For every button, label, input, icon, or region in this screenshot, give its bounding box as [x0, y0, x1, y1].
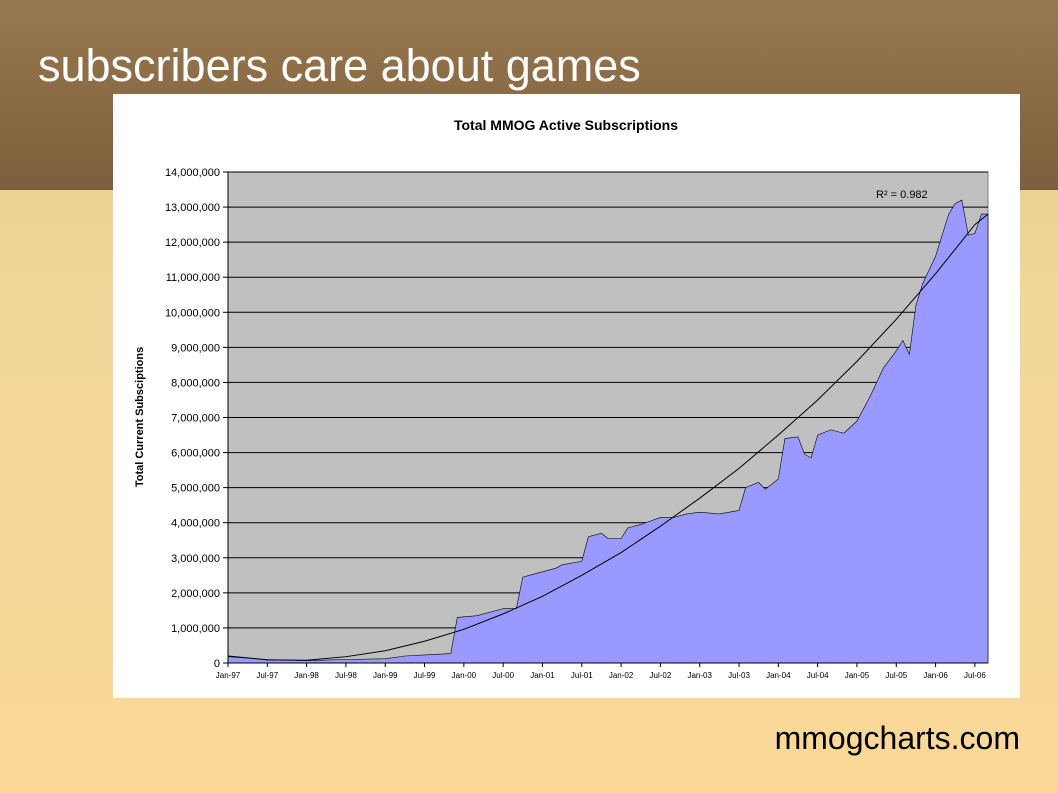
- slide-title: subscribers care about games: [38, 40, 641, 91]
- x-tick-label: Jan-03: [687, 671, 712, 680]
- r-squared-annotation: R² = 0.982: [876, 189, 928, 201]
- x-tick-label: Jan-99: [373, 671, 398, 680]
- x-tick-label: Jan-98: [294, 671, 319, 680]
- x-tick-label: Jan-00: [452, 671, 477, 680]
- y-tick-label: 10,000,000: [165, 307, 220, 319]
- y-tick-label: 5,000,000: [171, 483, 220, 495]
- x-tick-label: Jan-01: [530, 671, 555, 680]
- y-tick-label: 1,000,000: [171, 623, 220, 635]
- y-tick-label: 11,000,000: [166, 272, 220, 284]
- x-tick-label: Jul-99: [414, 671, 436, 680]
- y-tick-label: 12,000,000: [165, 237, 220, 249]
- x-tick-label: Jan-02: [609, 671, 634, 680]
- x-tick-label: Jan-05: [845, 671, 870, 680]
- y-tick-label: 8,000,000: [171, 377, 220, 389]
- x-tick-label: Jan-97: [216, 671, 241, 680]
- y-tick-label: 2,000,000: [171, 588, 220, 600]
- x-tick-label: Jul-02: [650, 671, 672, 680]
- subscriptions-area: [227, 199, 989, 664]
- x-tick-label: Jul-03: [728, 671, 750, 680]
- subscriptions-chart: Total MMOG Active Subscriptions 0 1,000,0…: [134, 117, 989, 680]
- x-tick-label: Jan-06: [923, 671, 948, 680]
- x-tick-label: Jul-97: [256, 671, 278, 680]
- y-tick-label: 6,000,000: [171, 448, 220, 460]
- trendline: [227, 213, 989, 661]
- x-tick-label: Jul-06: [964, 671, 986, 680]
- y-axis-label: Total Current Subsciptions: [134, 347, 146, 487]
- y-tick-label: 14,000,000: [165, 167, 220, 179]
- source-credit: mmogcharts.com: [774, 720, 1020, 756]
- x-tick-label: Jul-05: [885, 671, 907, 680]
- x-tick-label: Jul-04: [807, 671, 829, 680]
- chart-title: Total MMOG Active Subscriptions: [454, 117, 678, 133]
- x-tick-label: Jan-04: [766, 671, 791, 680]
- chart-card: Total MMOG Active Subscriptions 0 1,000,0…: [113, 94, 1020, 698]
- y-tick-label: 13,000,000: [165, 202, 220, 214]
- y-tick-label: 7,000,000: [171, 413, 220, 425]
- y-tick-label: 3,000,000: [171, 553, 220, 565]
- x-tick-label: Jul-98: [335, 671, 357, 680]
- y-tick-label: 4,000,000: [171, 518, 220, 530]
- y-tick-label: 9,000,000: [171, 342, 220, 354]
- x-tick-label: Jul-01: [571, 671, 593, 680]
- x-tick-label: Jul-00: [492, 671, 514, 680]
- y-tick-label: 0: [214, 658, 220, 670]
